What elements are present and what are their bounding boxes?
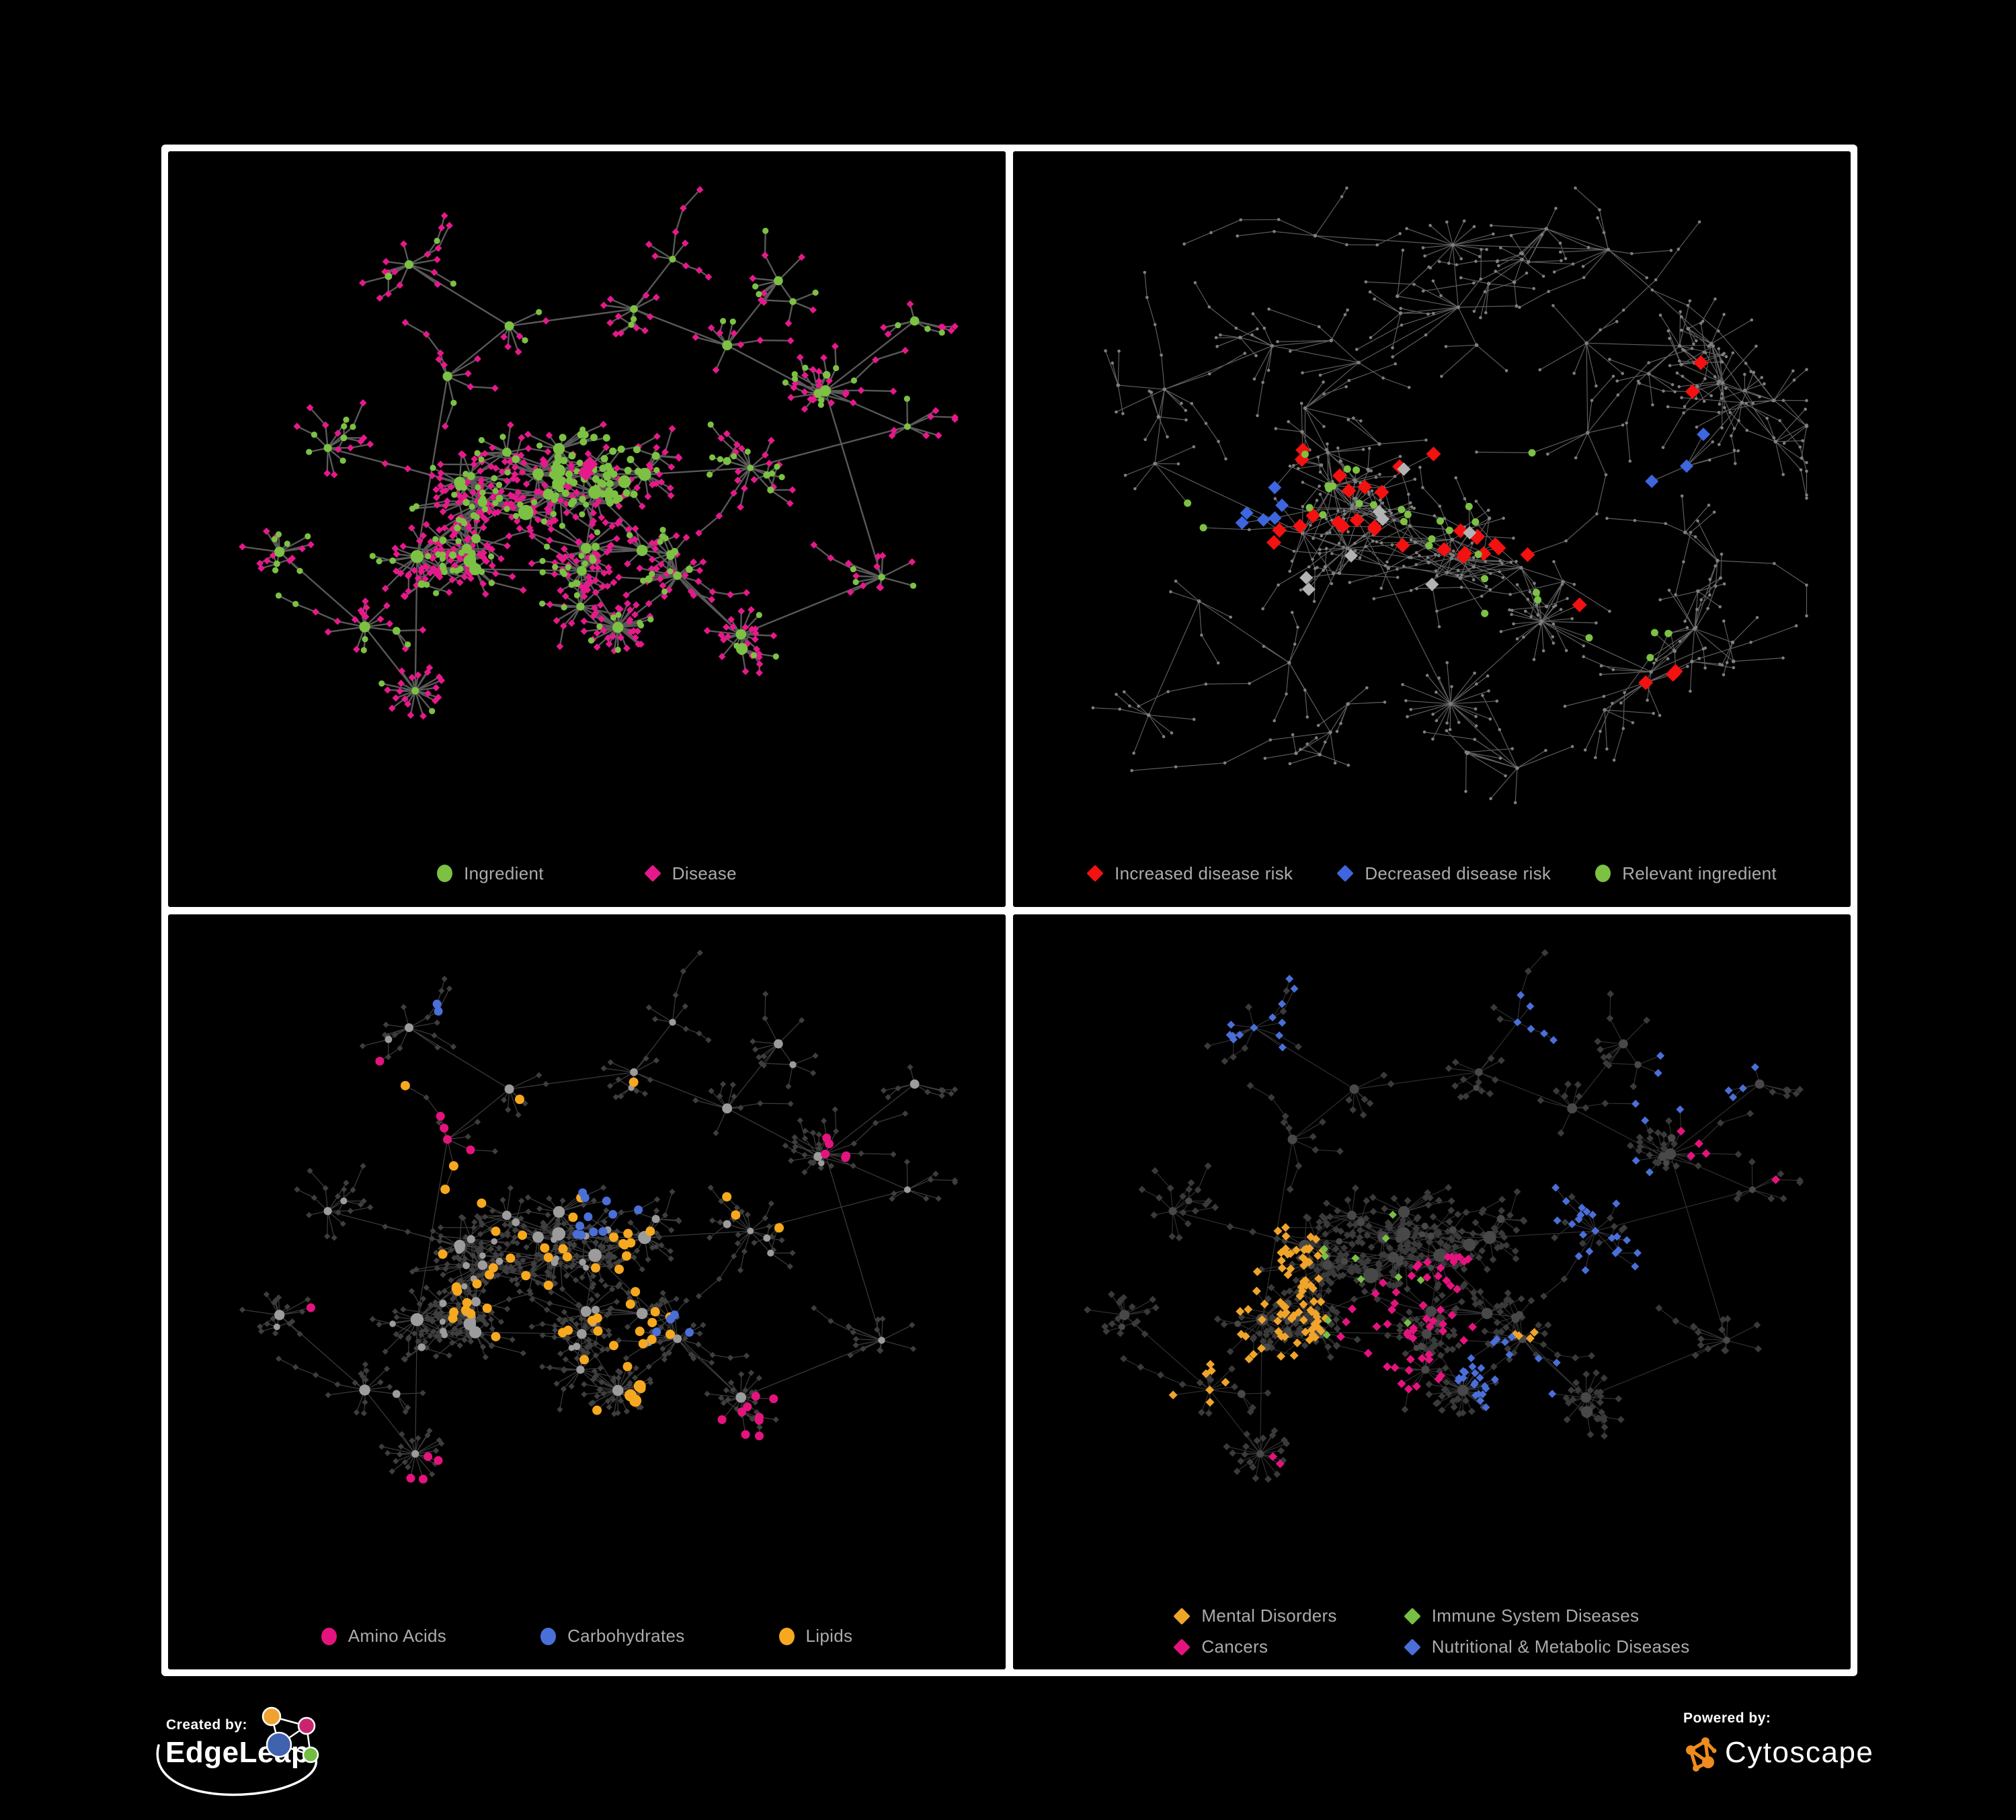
legend-label: Nutritional & Metabolic Diseases (1431, 1636, 1690, 1657)
legend-item-decreased-disease-risk: Decreased disease risk (1336, 863, 1551, 884)
cytoscape-logo-icon (1686, 1737, 1717, 1772)
legend-label: Ingredient (464, 863, 544, 883)
legend-item-mental-disorders: Mental Disorders (1173, 1606, 1337, 1626)
legend-item-cancers: Cancers (1173, 1636, 1336, 1657)
legend-ingredient-disease: Ingredient Disease (168, 863, 1006, 884)
edgeleap-network-glyph (261, 1706, 319, 1764)
network-highlight-nodes-5 (1301, 450, 1542, 617)
network-highlight-nodes-3 (1645, 427, 1710, 488)
circle-marker-icon (1595, 865, 1611, 882)
legend-nutrient-classes: Amino Acids Carbohydrates Lipids (168, 1626, 1006, 1647)
network-highlight-nodes-2 (306, 1056, 851, 1483)
network-canvas-disease-categories (1084, 949, 1804, 1482)
network-edges (241, 188, 956, 717)
diamond-marker-icon (1173, 1607, 1191, 1625)
legend-label: Disease (672, 863, 737, 883)
diamond-marker-icon (644, 865, 661, 882)
network-highlight-nodes-1 (1572, 355, 1709, 690)
cytoscape-credit: Powered by: Cytoscape (1682, 1710, 1964, 1791)
figure-grid: Ingredient Disease Increased disease risk… (161, 145, 1857, 1676)
created-by-label: Created by: (166, 1717, 248, 1733)
network-canvas-nutrient-classes (239, 949, 959, 1483)
legend-label: Decreased disease risk (1365, 863, 1551, 883)
diamond-marker-icon (1336, 865, 1355, 882)
network-hub-nodes (274, 1018, 920, 1458)
legend-item-amino-acids: Amino Acids (321, 1626, 446, 1647)
legend-label: Mental Disorders (1201, 1606, 1337, 1626)
edgeleap-credit: Created by: EdgeLeap (153, 1706, 355, 1817)
circle-marker-icon (540, 1627, 557, 1645)
legend-label: Lipids (805, 1626, 853, 1646)
network-hub-nodes (274, 255, 920, 695)
legend-item-immune-system-diseases: Immune System Diseases (1403, 1606, 1690, 1626)
legend-disease-categories: Mental Disorders Immune System Diseases Ca… (1013, 1606, 1851, 1657)
legend-item-nutritional-metabolic-diseases: Nutritional & Metabolic Diseases (1403, 1636, 1690, 1657)
circle-marker-icon (778, 1627, 795, 1645)
legend-item-relevant-ingredient: Relevant ingredient (1595, 863, 1777, 884)
network-highlight-nodes-1 (577, 456, 598, 481)
legend-label: Carbohydrates (567, 1626, 685, 1646)
network-base-nodes (1091, 186, 1809, 805)
network-edges (1092, 188, 1808, 803)
network-highlight-nodes-0 (549, 430, 642, 508)
network-highlight-nodes-6 (1184, 448, 1672, 662)
circle-marker-icon (437, 865, 453, 882)
cytoscape-wordmark: Cytoscape (1725, 1736, 1874, 1769)
network-highlight-nodes-1 (432, 999, 694, 1337)
legend-label: Immune System Diseases (1431, 1606, 1640, 1626)
network-canvas-disease-risk (1091, 186, 1809, 805)
diamond-marker-icon (1173, 1638, 1191, 1656)
panel-disease-risk: Increased disease risk Decreased disease … (1013, 151, 1851, 907)
network-highlight-nodes-1 (1268, 1126, 1781, 1468)
network-leaf-nodes (239, 949, 959, 1477)
panel-nutrient-classes: Amino Acids Carbohydrates Lipids (168, 914, 1006, 1669)
network-canvas-ingredient-disease (239, 186, 959, 720)
legend-item-lipids: Lipids (778, 1626, 853, 1647)
legend-disease-risk: Increased disease risk Decreased disease … (1013, 863, 1851, 884)
circle-marker-icon (321, 1627, 337, 1645)
diamond-marker-icon (1403, 1607, 1421, 1625)
panel-ingredient-disease: Ingredient Disease (168, 151, 1006, 907)
legend-item-disease: Disease (644, 863, 737, 884)
legend-item-increased-disease-risk: Increased disease risk (1086, 863, 1293, 884)
legend-label: Increased disease risk (1115, 863, 1293, 883)
powered-by-label: Powered by: (1683, 1710, 1771, 1726)
panel-disease-categories: Mental Disorders Immune System Diseases Ca… (1013, 914, 1851, 1669)
network-highlight-nodes-2 (1235, 481, 1289, 530)
network-highlight-nodes-0 (400, 1077, 784, 1415)
network-highlight-nodes-3 (624, 1380, 646, 1407)
network-edges (1087, 952, 1801, 1480)
legend-item-carbohydrates: Carbohydrates (540, 1626, 684, 1647)
network-alt-leaf-nodes (271, 227, 945, 715)
legend-label: Amino Acids (348, 1626, 447, 1646)
diamond-marker-icon (1403, 1638, 1421, 1656)
diamond-marker-icon (1086, 865, 1104, 882)
network-edges (241, 952, 956, 1480)
edgeleap-logo-icon (156, 1706, 319, 1796)
legend-item-ingredient: Ingredient (437, 863, 544, 884)
legend-label: Cancers (1201, 1636, 1268, 1657)
legend-label: Relevant ingredient (1622, 863, 1777, 883)
